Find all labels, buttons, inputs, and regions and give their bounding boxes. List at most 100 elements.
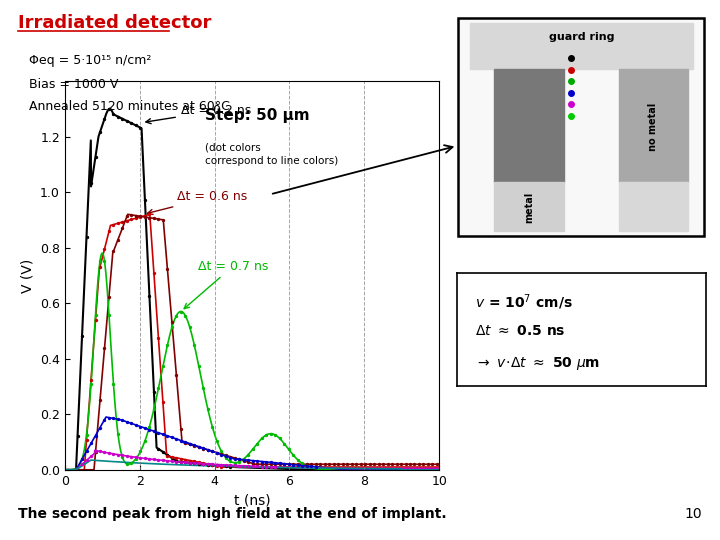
Point — [265, 429, 276, 438]
Point — [189, 459, 200, 468]
Point — [175, 436, 186, 445]
Point — [171, 371, 182, 380]
Point — [251, 462, 263, 471]
Point — [256, 460, 268, 469]
Point — [279, 460, 290, 469]
Point — [274, 459, 285, 468]
Point — [207, 422, 218, 431]
Point — [197, 460, 209, 468]
Point — [103, 310, 114, 319]
Point — [247, 462, 258, 470]
Point — [413, 460, 425, 469]
Point — [148, 214, 160, 222]
Point — [175, 454, 186, 463]
Point — [121, 217, 132, 225]
Point — [112, 430, 124, 438]
Point — [81, 447, 92, 456]
Point — [319, 460, 330, 469]
Point — [179, 312, 191, 320]
Point — [269, 458, 281, 467]
Point — [144, 422, 156, 431]
Point — [135, 422, 146, 431]
Point — [269, 463, 281, 471]
Point — [130, 453, 142, 462]
Point — [256, 434, 268, 443]
Point — [297, 460, 308, 469]
Point — [225, 453, 236, 461]
Point — [126, 459, 138, 468]
Point — [90, 431, 102, 440]
Point — [166, 454, 178, 462]
Point — [373, 460, 384, 469]
Point — [121, 117, 132, 125]
Point — [76, 455, 88, 463]
Point — [229, 455, 240, 463]
Point — [144, 213, 156, 222]
Point — [99, 344, 110, 353]
Point — [108, 110, 120, 119]
Point — [81, 456, 92, 465]
Point — [117, 416, 128, 424]
Bar — [495, 183, 564, 231]
Point — [193, 442, 204, 451]
Point — [148, 269, 160, 278]
Point — [171, 312, 182, 320]
Text: Bias = 1000 V: Bias = 1000 V — [29, 78, 118, 91]
Point — [287, 460, 299, 469]
Point — [247, 459, 258, 468]
Point — [157, 456, 168, 465]
Point — [126, 215, 138, 224]
Point — [179, 455, 191, 464]
Point — [215, 450, 227, 459]
Text: guard ring: guard ring — [549, 32, 614, 42]
Point — [386, 460, 397, 469]
Point — [211, 448, 222, 457]
Point — [377, 460, 389, 469]
X-axis label: t (ns): t (ns) — [234, 493, 270, 507]
Text: Irradiated detector: Irradiated detector — [18, 14, 212, 31]
Point — [90, 446, 102, 455]
Point — [211, 461, 222, 470]
Point — [243, 458, 254, 467]
Point — [301, 462, 312, 470]
Point — [247, 456, 258, 465]
Point — [103, 292, 114, 301]
Text: $v$ = 10$^7$ cm/s: $v$ = 10$^7$ cm/s — [474, 292, 572, 312]
Point — [76, 460, 88, 469]
Point — [139, 424, 150, 433]
Point — [279, 460, 290, 468]
Point — [215, 450, 227, 458]
Point — [175, 457, 186, 466]
Text: 10: 10 — [685, 507, 702, 521]
Bar — [495, 69, 564, 183]
Point — [265, 458, 276, 467]
Point — [247, 445, 258, 454]
Point — [359, 460, 371, 469]
Point — [161, 450, 173, 459]
Point — [233, 455, 245, 464]
Point — [202, 460, 214, 468]
Point — [243, 450, 254, 459]
Point — [400, 460, 411, 469]
Point — [215, 461, 227, 469]
Point — [175, 424, 186, 433]
Point — [99, 256, 110, 265]
Point — [269, 430, 281, 439]
Text: no metal: no metal — [649, 103, 658, 151]
Point — [135, 123, 146, 132]
Point — [166, 433, 178, 442]
Point — [130, 421, 142, 429]
Point — [166, 323, 178, 332]
Text: metal: metal — [524, 192, 534, 224]
Point — [207, 447, 218, 456]
Point — [220, 451, 232, 460]
Point — [261, 457, 272, 466]
Point — [202, 446, 214, 454]
Point — [256, 462, 268, 471]
Point — [207, 447, 218, 456]
Point — [94, 396, 106, 405]
Text: $\rightarrow$ $v\!\cdot\!\Delta t$ $\approx$ 50 $\mu$m: $\rightarrow$ $v\!\cdot\!\Delta t$ $\app… — [474, 355, 600, 373]
Point — [229, 454, 240, 462]
Point — [153, 334, 164, 342]
Point — [355, 460, 366, 469]
